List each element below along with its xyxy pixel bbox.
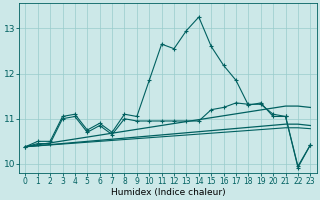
X-axis label: Humidex (Indice chaleur): Humidex (Indice chaleur) xyxy=(110,188,225,197)
